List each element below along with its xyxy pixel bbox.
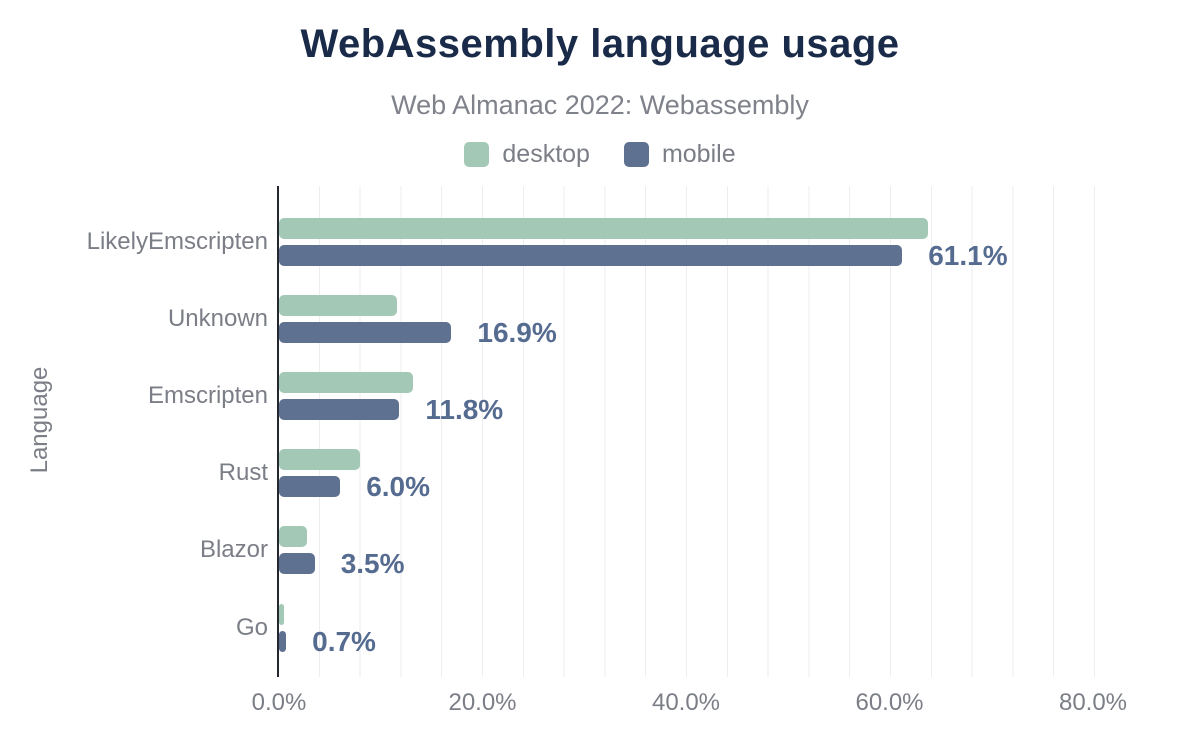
bar-mobile-blazor[interactable] (279, 553, 315, 575)
data-label-rust: 6.0% (366, 471, 431, 503)
category-label-unknown: Unknown (167, 305, 268, 333)
data-label-blazor: 3.5% (340, 548, 405, 580)
legend-item-mobile[interactable]: mobile (623, 140, 736, 169)
legend-label: desktop (502, 140, 590, 168)
legend-swatch-mobile-icon (623, 142, 649, 167)
category-label-go: Go (235, 613, 268, 641)
x-tick-label: 0.0% (251, 689, 307, 716)
bar-desktop-blazor[interactable] (279, 526, 307, 548)
data-label-unknown: 16.9% (477, 317, 557, 349)
bar-mobile-likelyemscripten[interactable] (279, 245, 903, 266)
category-label-rust: Rust (218, 459, 268, 487)
bar-mobile-rust[interactable] (279, 476, 341, 498)
legend-label: mobile (661, 140, 736, 168)
x-tick-label: 40.0% (651, 689, 721, 716)
data-label-go: 0.7% (312, 625, 376, 657)
bar-desktop-go[interactable] (279, 603, 285, 625)
legend-swatch-desktop-icon (464, 142, 490, 167)
data-label-emscripten: 11.8% (425, 394, 504, 426)
legend: desktop mobile (0, 140, 1200, 169)
bar-desktop-unknown[interactable] (279, 295, 398, 317)
bar-desktop-rust[interactable] (279, 449, 360, 471)
bar-desktop-emscripten[interactable] (279, 372, 413, 394)
category-label-likelyemscripten: LikelyEmscripten (86, 228, 268, 255)
bar-desktop-likelyemscripten[interactable] (279, 218, 928, 239)
bar-mobile-unknown[interactable] (279, 322, 452, 344)
chart-area: Language LikelyEmscripten Unknown Emscript… (0, 186, 1200, 742)
category-label-blazor: Blazor (199, 536, 268, 564)
bar-mobile-emscripten[interactable] (279, 399, 400, 421)
plot-area: 61.1% 16.9% 11.8% 6.0% 3.5% 0.7% (277, 186, 1095, 677)
bar-mobile-go[interactable] (279, 630, 287, 652)
x-axis: 0.0% 20.0% 40.0% 60.0% 80.0% (252, 677, 1127, 722)
x-tick-label: 60.0% (855, 689, 924, 716)
category-axis: LikelyEmscripten Unknown Emscripten Rust Bla… (0, 186, 268, 677)
legend-item-desktop[interactable]: desktop (464, 140, 590, 169)
x-tick-label: 20.0% (448, 689, 517, 716)
chart-subtitle: Web Almanac 2022: Webassembly (391, 90, 809, 120)
category-label-emscripten: Emscripten (147, 382, 268, 410)
chart-title: WebAssembly language usage (300, 22, 900, 66)
x-tick-label: 80.0% (1058, 689, 1128, 716)
data-label-likelyemscripten: 61.1% (928, 240, 1008, 271)
